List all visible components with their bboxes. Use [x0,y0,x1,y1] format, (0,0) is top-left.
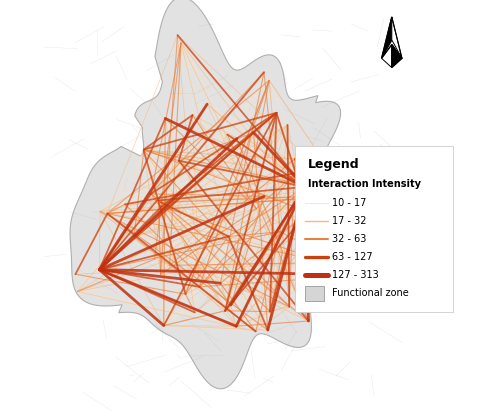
Text: 17 - 32: 17 - 32 [332,217,366,226]
Text: Legend: Legend [308,158,359,171]
Text: Functional zone: Functional zone [332,288,409,298]
FancyBboxPatch shape [304,286,324,301]
FancyBboxPatch shape [295,146,454,312]
Text: 32 - 63: 32 - 63 [332,234,366,245]
Polygon shape [70,0,376,389]
Text: 63 - 127: 63 - 127 [332,252,373,262]
Text: 10 - 17: 10 - 17 [332,199,366,208]
Text: 127 - 313: 127 - 313 [332,270,379,280]
Text: Interaction Intensity: Interaction Intensity [308,179,420,189]
